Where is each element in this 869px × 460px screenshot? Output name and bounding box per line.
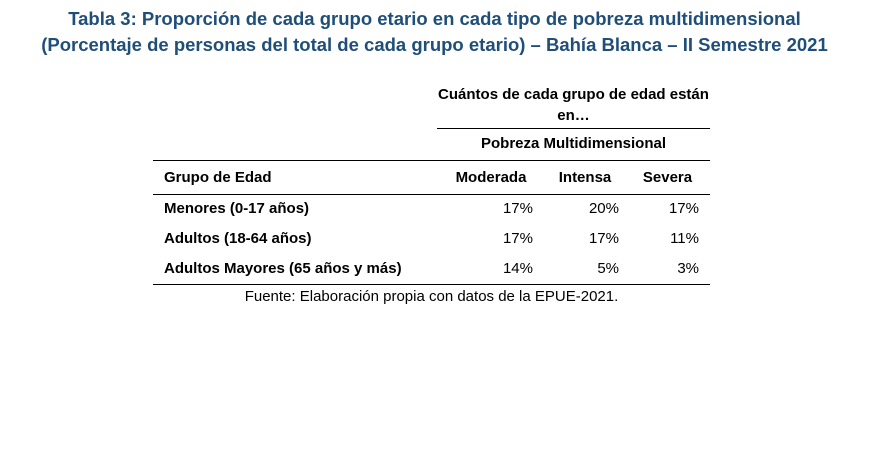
cell-intensa: 20% [588, 200, 619, 217]
poverty-table: Cuántos de cada grupo de edad están en… … [153, 80, 710, 285]
column-header-moderada: Moderada [455, 169, 527, 186]
header-group-text: Cuántos de cada grupo de edad están en… [438, 86, 709, 124]
table-row: Menores (0-17 años) 17% 20% 17% [153, 194, 710, 224]
header-group-divider [437, 128, 710, 129]
cell-severa: 3% [677, 260, 699, 277]
table-row: Adultos (18-64 años) 17% 17% 11% [153, 224, 710, 254]
column-header-row: Grupo de Edad Moderada Intensa Severa [153, 160, 710, 194]
header-group: Cuántos de cada grupo de edad están en… [437, 84, 710, 126]
table-bottom-rule [153, 284, 710, 285]
cell-moderada: 14% [502, 260, 533, 277]
header-subgroup-row: Pobreza Multidimensional [153, 128, 710, 160]
column-header-severa: Severa [642, 169, 693, 186]
source-note: Fuente: Elaboración propia con datos de … [244, 288, 619, 305]
column-header-age-group: Grupo de Edad [164, 169, 272, 186]
header-top-rule [153, 160, 710, 161]
title-line-1: Tabla 3: Proporción de cada grupo etario… [68, 8, 801, 29]
header-subgroup: Pobreza Multidimensional [480, 135, 667, 152]
cell-moderada: 17% [502, 230, 533, 247]
header-bottom-rule [153, 194, 710, 195]
column-header-intensa: Intensa [558, 169, 612, 186]
row-label: Menores (0-17 años) [164, 200, 310, 217]
table-row: Adultos Mayores (65 años y más) 14% 5% 3… [153, 254, 710, 284]
cell-severa: 17% [668, 200, 699, 217]
cell-intensa: 17% [588, 230, 619, 247]
cell-moderada: 17% [502, 200, 533, 217]
cell-severa: 11% [670, 230, 699, 247]
row-label: Adultos Mayores (65 años y más) [164, 260, 402, 277]
title-line-2: (Porcentaje de personas del total de cad… [41, 34, 828, 55]
row-label: Adultos (18-64 años) [164, 230, 312, 247]
header-group-row: Cuántos de cada grupo de edad están en… [153, 80, 710, 128]
cell-intensa: 5% [597, 260, 619, 277]
table-title: Tabla 3: Proporción de cada grupo etario… [0, 6, 869, 58]
